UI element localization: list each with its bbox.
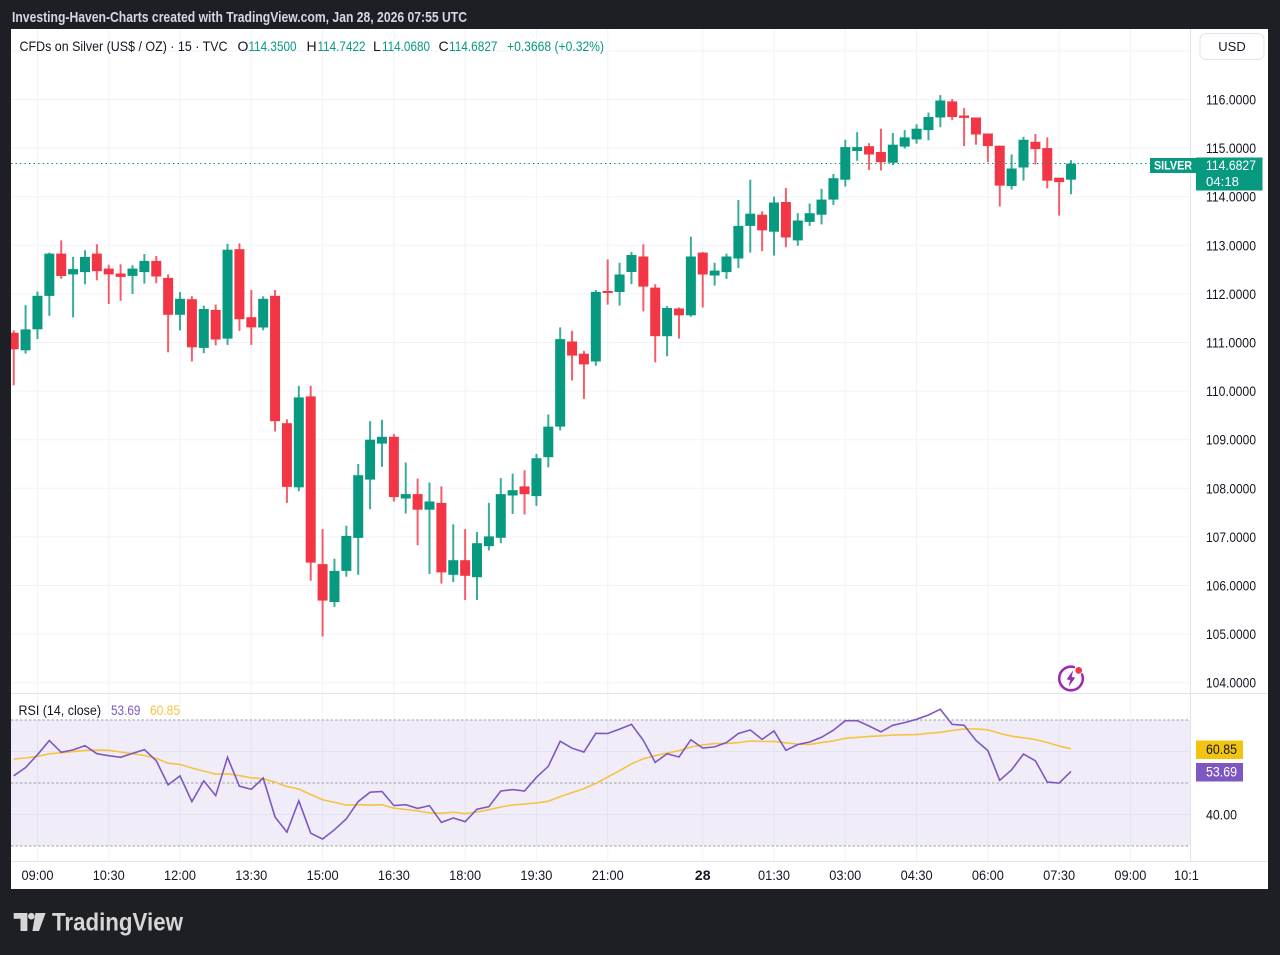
svg-text:01:30: 01:30 bbox=[758, 867, 790, 883]
svg-text:111.0000: 111.0000 bbox=[1206, 335, 1256, 351]
svg-text:SILVER: SILVER bbox=[1154, 161, 1193, 173]
svg-text:10:30: 10:30 bbox=[93, 867, 125, 883]
svg-text:RSI (14, close): RSI (14, close) bbox=[19, 702, 102, 718]
svg-text:40.00: 40.00 bbox=[1206, 807, 1237, 823]
svg-text:H: H bbox=[307, 38, 317, 54]
svg-text:09:00: 09:00 bbox=[1114, 867, 1146, 883]
svg-text:53.69: 53.69 bbox=[1206, 764, 1237, 780]
svg-text:108.0000: 108.0000 bbox=[1206, 480, 1256, 496]
svg-text:114.0000: 114.0000 bbox=[1206, 189, 1256, 205]
svg-text:113.0000: 113.0000 bbox=[1206, 237, 1256, 253]
svg-text:18:00: 18:00 bbox=[449, 867, 481, 883]
svg-text:Investing-Haven-Charts created: Investing-Haven-Charts created with Trad… bbox=[12, 9, 467, 26]
svg-text:114.7422: 114.7422 bbox=[318, 38, 366, 54]
svg-text:114.6827: 114.6827 bbox=[1206, 157, 1256, 173]
svg-text:TradingView: TradingView bbox=[52, 909, 183, 937]
svg-text:15:00: 15:00 bbox=[307, 867, 339, 883]
svg-text:112.0000: 112.0000 bbox=[1206, 286, 1256, 302]
svg-text:CFDs on Silver (US$ / OZ) · 15: CFDs on Silver (US$ / OZ) · 15 · TVC bbox=[20, 38, 228, 54]
svg-text:114.6827: 114.6827 bbox=[449, 38, 498, 54]
svg-text:16:30: 16:30 bbox=[378, 867, 410, 883]
svg-text:114.0680: 114.0680 bbox=[382, 38, 430, 54]
svg-text:60.85: 60.85 bbox=[150, 702, 180, 718]
svg-text:60.85: 60.85 bbox=[1206, 741, 1237, 757]
svg-text:28: 28 bbox=[695, 867, 711, 883]
svg-text:06:00: 06:00 bbox=[972, 867, 1004, 883]
svg-text:115.0000: 115.0000 bbox=[1206, 140, 1256, 156]
svg-text:C: C bbox=[439, 38, 449, 54]
svg-text:110.0000: 110.0000 bbox=[1206, 383, 1256, 399]
svg-text:13:30: 13:30 bbox=[235, 867, 267, 883]
svg-text:07:30: 07:30 bbox=[1043, 867, 1075, 883]
svg-text:107.0000: 107.0000 bbox=[1206, 529, 1256, 545]
svg-text:105.0000: 105.0000 bbox=[1206, 626, 1256, 642]
svg-text:116.0000: 116.0000 bbox=[1206, 92, 1256, 108]
svg-text:04:18: 04:18 bbox=[1206, 174, 1239, 189]
svg-text:12:00: 12:00 bbox=[164, 867, 196, 883]
svg-text:09:00: 09:00 bbox=[22, 867, 54, 883]
svg-text:03:00: 03:00 bbox=[829, 867, 861, 883]
svg-text:O: O bbox=[238, 38, 249, 54]
svg-text:10:15: 10:15 bbox=[1174, 867, 1206, 883]
svg-text:53.69: 53.69 bbox=[111, 702, 141, 718]
svg-text:19:30: 19:30 bbox=[520, 867, 552, 883]
svg-text:114.3500: 114.3500 bbox=[249, 38, 297, 54]
svg-text:109.0000: 109.0000 bbox=[1206, 432, 1256, 448]
svg-text:L: L bbox=[373, 38, 381, 54]
svg-text:04:30: 04:30 bbox=[901, 867, 933, 883]
svg-text:+0.3668 (+0.32%): +0.3668 (+0.32%) bbox=[507, 38, 604, 54]
svg-text:21:00: 21:00 bbox=[592, 867, 624, 883]
svg-text:USD: USD bbox=[1218, 39, 1245, 54]
svg-text:104.0000: 104.0000 bbox=[1206, 675, 1256, 691]
svg-text:106.0000: 106.0000 bbox=[1206, 578, 1256, 594]
